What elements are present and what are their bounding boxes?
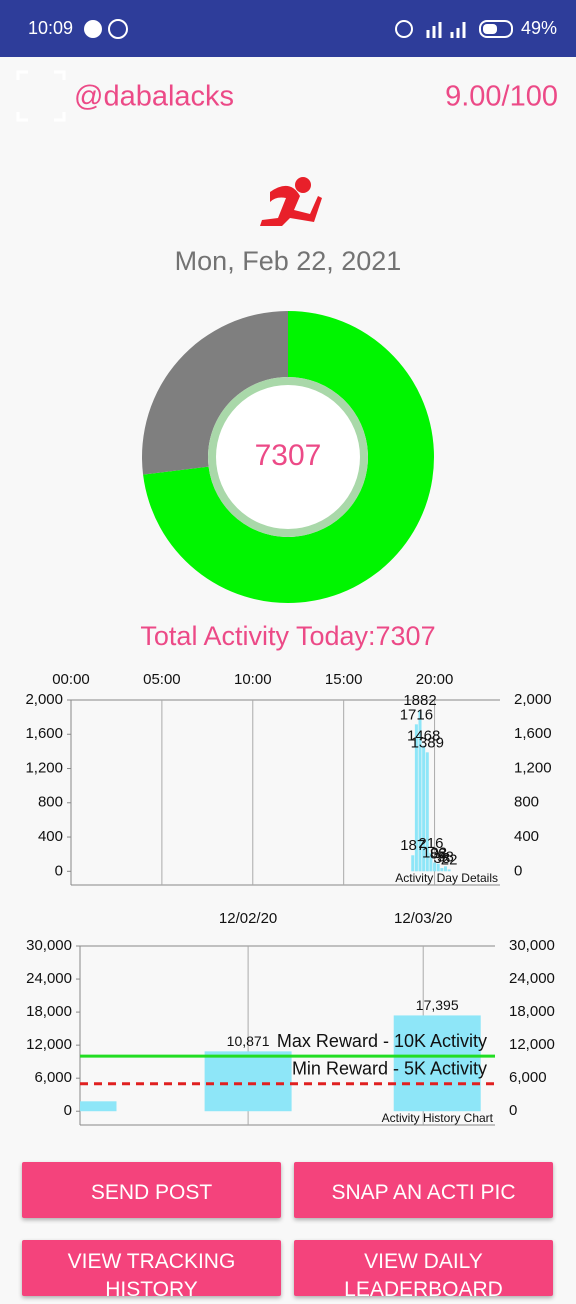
x-tick-label: 10:00	[234, 671, 272, 688]
y-tick-label: 18,000	[26, 1003, 72, 1020]
donut-center-label: 7307	[255, 439, 322, 472]
value-label: 102	[422, 845, 447, 862]
donut-slice	[142, 311, 288, 475]
bar	[443, 866, 447, 872]
clock: 10:09	[28, 18, 73, 38]
y-tick-label: 0	[64, 1102, 72, 1119]
value-label: 22	[441, 851, 458, 868]
whatsapp-icon	[108, 19, 128, 39]
x-tick-label: 12/03/20	[394, 910, 452, 927]
y-tick-label: 2,000	[25, 691, 63, 708]
avatar-placeholder[interactable]	[16, 70, 66, 122]
y-tick-label: 6,000	[34, 1069, 72, 1086]
battery-icon	[479, 20, 513, 38]
y2-tick-label: 18,000	[509, 1003, 555, 1020]
bar	[440, 868, 444, 872]
x-tick-label: 05:00	[143, 671, 181, 688]
y2-tick-label: 1,600	[514, 725, 552, 742]
y-tick-label: 12,000	[26, 1036, 72, 1053]
tracking-history-button[interactable]: VIEW TRACKING HISTORY	[22, 1240, 281, 1301]
reference-label: Min Reward - 5K Activity	[292, 1058, 487, 1078]
music-icon	[84, 20, 102, 38]
donut-slice	[143, 311, 434, 603]
bar	[433, 862, 437, 872]
x-tick-label: 15:00	[325, 671, 363, 688]
value-label: 1468	[407, 728, 440, 745]
value-label: 38	[433, 850, 450, 867]
value-label: 216	[418, 835, 443, 852]
value-label: 1389	[411, 734, 444, 751]
activity-day-chart: 00:00 05:00 10:00 15:00 20:00 0 0 400 400 800 800 1…	[25, 671, 552, 886]
chart-annotation: Activity Day Details	[395, 871, 498, 885]
chart-annotation: Activity History Chart	[382, 1111, 494, 1125]
bars	[80, 1015, 481, 1112]
bar	[422, 745, 426, 872]
y2-tick-label: 800	[514, 794, 539, 811]
date: Mon, Feb 22, 2021	[175, 246, 402, 276]
reference-label: Max Reward - 10K Activity	[277, 1031, 487, 1051]
x-tick-label: 12/02/20	[219, 910, 277, 927]
runner-icon	[260, 177, 322, 226]
score: 9.00/100	[445, 81, 558, 113]
bar	[436, 863, 440, 872]
value-label: 88	[430, 846, 447, 863]
x-tick-label: 00:00	[52, 671, 90, 688]
value-label: 1716	[400, 706, 433, 723]
y2-tick-label: 6,000	[509, 1069, 547, 1086]
bar	[414, 724, 418, 872]
bar	[447, 869, 451, 872]
y2-tick-label: 400	[514, 828, 539, 845]
y-tick-label: 0	[55, 862, 63, 879]
activity-history-chart: 12/02/20 12/03/20 0 0 6,000 6,000 12,000 12,000…	[26, 910, 555, 1126]
bar	[429, 852, 433, 872]
bars	[411, 710, 451, 872]
value-label: 17,395	[416, 997, 459, 1013]
y2-tick-label: 12,000	[509, 1036, 555, 1053]
value-label: 187	[400, 837, 425, 854]
y2-tick-label: 0	[509, 1102, 517, 1119]
daily-leaderboard-button[interactable]: VIEW DAILY LEADERBOARD	[294, 1240, 553, 1301]
value-label: 10,871	[227, 1033, 270, 1049]
value-label: 1882	[403, 692, 436, 709]
username[interactable]: @dabalacks	[74, 81, 234, 113]
total-activity: Total Activity Today:7307	[140, 621, 435, 651]
battery-level	[483, 24, 497, 34]
battery-percent: 49%	[521, 18, 557, 38]
y-tick-label: 800	[38, 794, 63, 811]
y-tick-label: 30,000	[26, 937, 72, 954]
bar	[204, 1051, 292, 1112]
donut-hole	[216, 385, 360, 529]
y-tick-label: 24,000	[26, 970, 72, 987]
donut-chart: 7307	[142, 311, 434, 603]
bar	[418, 710, 422, 872]
snap-pic-button[interactable]: SNAP AN ACTI PIC	[294, 1162, 553, 1218]
send-post-button[interactable]: SEND POST	[22, 1162, 281, 1218]
bar	[425, 752, 429, 872]
y2-tick-label: 30,000	[509, 937, 555, 954]
signal-bars	[426, 22, 466, 38]
bar	[411, 855, 415, 872]
y-tick-label: 400	[38, 828, 63, 845]
y-tick-label: 1,200	[25, 759, 63, 776]
y2-tick-label: 2,000	[514, 691, 552, 708]
bar	[393, 1015, 481, 1112]
y2-tick-label: 1,200	[514, 759, 552, 776]
alarm-icon	[395, 20, 413, 38]
y2-tick-label: 0	[514, 862, 522, 879]
y-tick-label: 1,600	[25, 725, 63, 742]
bar	[80, 1101, 117, 1112]
value-label: 58	[437, 848, 454, 865]
x-tick-label: 20:00	[416, 671, 454, 688]
y2-tick-label: 24,000	[509, 970, 555, 987]
